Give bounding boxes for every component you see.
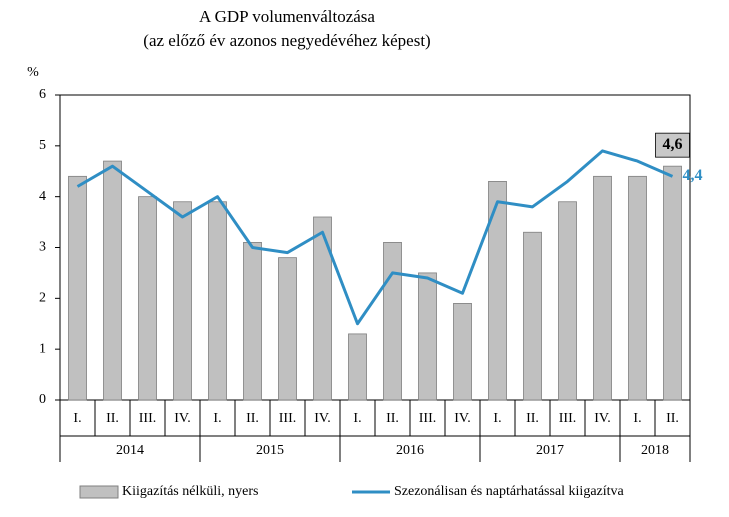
value-label: 4,4 xyxy=(683,167,703,184)
x-tick-label: I. xyxy=(213,411,221,426)
bar xyxy=(68,175,87,401)
x-tick-label: II. xyxy=(386,411,399,426)
bar xyxy=(278,257,297,401)
x-tick-label: IV. xyxy=(454,411,470,426)
x-tick-label: II. xyxy=(106,411,119,426)
bar xyxy=(103,160,122,401)
bar xyxy=(418,272,437,401)
x-tick-label: I. xyxy=(633,411,641,426)
x-tick-label: III. xyxy=(279,411,297,426)
x-tick-label: I. xyxy=(73,411,81,426)
bar xyxy=(593,175,612,401)
group-label: 2015 xyxy=(256,443,284,458)
y-tick-label: 4 xyxy=(39,189,46,204)
x-tick-label: III. xyxy=(559,411,577,426)
x-tick-label: II. xyxy=(666,411,679,426)
legend-label: Kiigazítás nélküli, nyers xyxy=(122,484,258,499)
y-axis-label: % xyxy=(27,65,39,80)
bar xyxy=(243,242,262,401)
bar xyxy=(663,165,682,401)
y-tick-label: 6 xyxy=(39,87,46,102)
bar xyxy=(628,175,647,401)
x-tick-label: IV. xyxy=(314,411,330,426)
line xyxy=(76,149,674,326)
x-tick-label: III. xyxy=(419,411,437,426)
y-tick-label: 3 xyxy=(39,240,46,255)
group-label: 2016 xyxy=(396,443,424,458)
chart-subtitle: (az előző év azonos negyedévéhez képest) xyxy=(143,31,430,50)
bar xyxy=(138,196,157,401)
bar xyxy=(313,216,332,401)
group-label: 2017 xyxy=(536,443,564,458)
legend-label: Szezonálisan és naptárhatással kiigazítv… xyxy=(394,484,625,499)
bar xyxy=(348,333,367,401)
bar xyxy=(488,181,507,401)
y-tick-label: 1 xyxy=(39,341,46,356)
bar xyxy=(208,201,227,401)
x-tick-label: I. xyxy=(493,411,501,426)
chart-title: A GDP volumenváltozása xyxy=(199,7,375,26)
value-label: 4,6 xyxy=(663,136,683,153)
group-label: 2018 xyxy=(641,443,669,458)
bar xyxy=(523,231,542,401)
y-tick-label: 2 xyxy=(39,291,46,306)
bar xyxy=(558,201,577,401)
y-tick-label: 0 xyxy=(39,392,46,407)
x-tick-label: I. xyxy=(353,411,361,426)
group-label: 2014 xyxy=(116,443,144,458)
bar xyxy=(383,242,402,401)
bar xyxy=(173,201,192,401)
x-tick-label: II. xyxy=(526,411,539,426)
bar xyxy=(453,303,472,401)
x-tick-label: IV. xyxy=(594,411,610,426)
value-label-box xyxy=(655,132,690,158)
x-tick-label: II. xyxy=(246,411,259,426)
y-tick-label: 5 xyxy=(39,138,46,153)
x-tick-label: IV. xyxy=(174,411,190,426)
legend-swatch xyxy=(79,485,119,499)
x-tick-label: III. xyxy=(139,411,157,426)
